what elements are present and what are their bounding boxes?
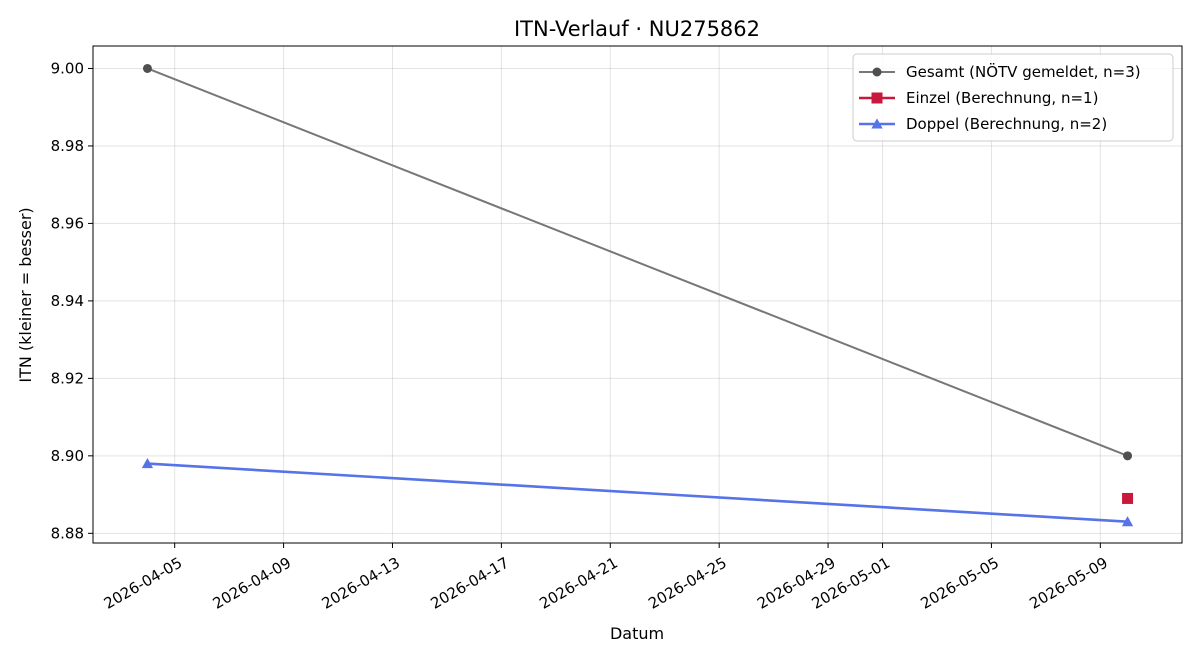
data-point: [1121, 516, 1134, 527]
legend-marker: [871, 92, 883, 104]
x-tick-label: 2026-04-05: [101, 554, 186, 613]
legend-box: [852, 53, 1174, 142]
x-tick-label: 2026-05-05: [918, 554, 1003, 613]
legend-item: Einzel (Berechnung, n=1): [859, 89, 1098, 107]
legend-item: Doppel (Berechnung, n=2): [859, 115, 1107, 133]
data-point: [141, 457, 154, 469]
y-tick-label: 8.92: [51, 369, 84, 387]
y-tick-label: 8.96: [51, 214, 84, 232]
axes: 2026-04-05 2026-04-09 2026-04-13 2026-04-17…: [51, 59, 1111, 612]
y-tick-label: 8.88: [51, 524, 84, 542]
series-line: [147, 67, 1128, 457]
y-tick-label: 8.90: [51, 447, 84, 465]
y-tick-label: 8.98: [51, 137, 84, 155]
legend-marker: [872, 67, 882, 77]
x-tick-label: 2026-04-13: [319, 554, 404, 613]
legend-item: Gesamt (NÖTV gemeldet, n=3): [859, 62, 1141, 81]
x-tick-label: 2026-04-17: [427, 554, 512, 613]
data-point: [1123, 451, 1133, 461]
y-tick-label: 8.94: [51, 292, 84, 310]
series-0: [142, 63, 1133, 461]
data-point: [142, 63, 152, 73]
legend-label: Einzel (Berechnung, n=1): [906, 89, 1098, 107]
x-tick-label: 2026-05-09: [1026, 554, 1111, 613]
series-1: [1122, 492, 1134, 504]
legend: Gesamt (NÖTV gemeldet, n=3) Einzel (Berec…: [852, 53, 1174, 142]
x-axis-label: Datum: [610, 624, 664, 643]
x-tick-label: 2026-04-09: [210, 554, 295, 613]
series-layer: [141, 63, 1134, 527]
x-tick-label: 2026-04-21: [536, 554, 621, 613]
y-axis-label: ITN (kleiner = besser): [16, 207, 35, 382]
chart-title: ITN-Verlauf · NU275862: [514, 17, 760, 41]
x-tick-label: 2026-04-25: [645, 554, 730, 613]
series-line: [147, 462, 1128, 523]
legend-label: Doppel (Berechnung, n=2): [906, 115, 1107, 133]
plot-frame: [92, 45, 1183, 544]
legend-label: Gesamt (NÖTV gemeldet, n=3): [906, 62, 1141, 81]
legend-marker: [871, 118, 883, 129]
y-tick-label: 9.00: [51, 59, 84, 77]
series-2: [141, 457, 1134, 527]
data-point: [1122, 492, 1134, 504]
